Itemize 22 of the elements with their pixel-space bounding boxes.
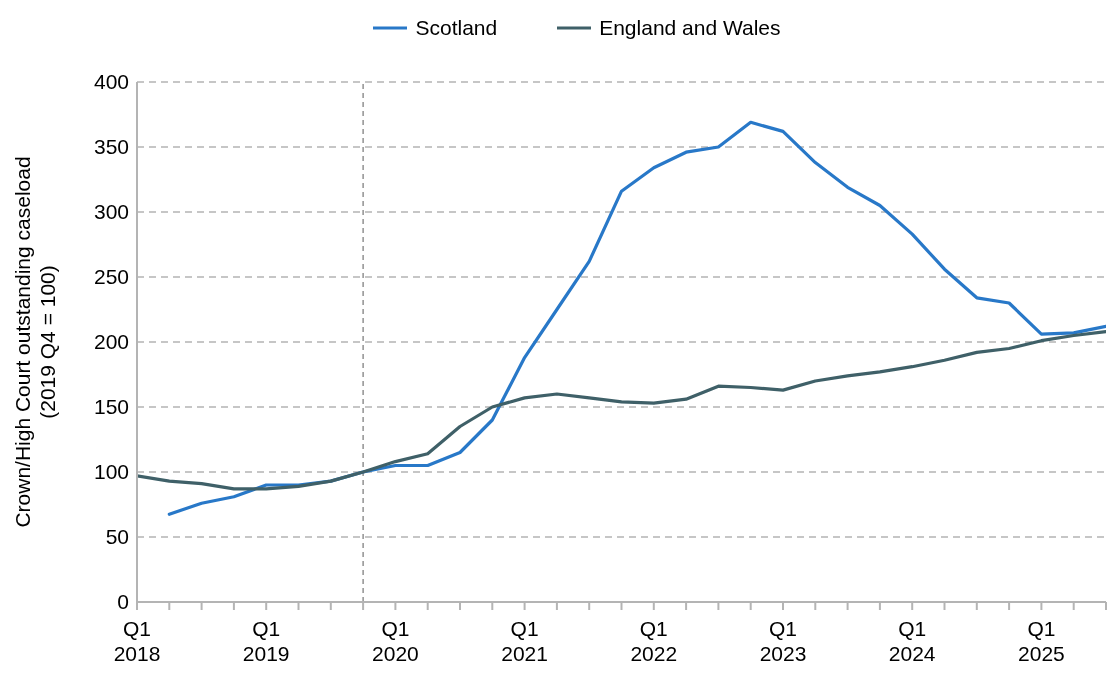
y-tick-label: 400 [93,70,129,94]
y-tick-label: 250 [93,265,129,289]
x-tick-label: Q1 2025 [1018,617,1065,665]
x-tick-label: Q1 2019 [242,617,290,665]
legend-label: Scotland [415,16,498,40]
legend-label: England and Wales [599,16,781,40]
y-tick-label: 200 [93,330,129,354]
x-tick-label: Q1 2022 [630,617,678,665]
x-tick-label: Q1 2021 [501,617,548,665]
line-series [167,120,1106,516]
x-tick-label: Q1 2024 [888,617,936,665]
line-series [137,330,1106,491]
x-tick-label: Q1 2018 [113,617,161,665]
x-tick-label: Q1 2023 [759,617,807,665]
x-tick-label: Q1 2020 [372,617,419,665]
y-tick-label: 100 [93,460,129,484]
y-tick-label: 50 [105,525,129,549]
y-axis-title: Crown/High Court outstanding caseload (2019 Q4 = 100) [11,156,59,528]
y-tick-label: 300 [93,200,129,224]
y-tick-label: 0 [117,590,129,614]
y-tick-label: 150 [93,395,129,419]
y-tick-label: 350 [93,135,129,159]
